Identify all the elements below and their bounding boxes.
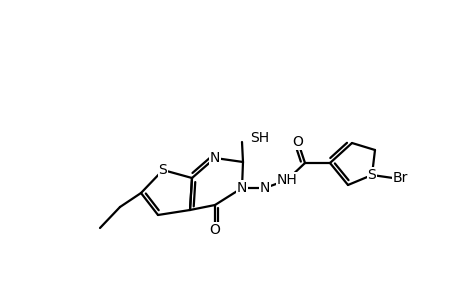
Text: S: S: [367, 168, 375, 182]
Text: S: S: [158, 163, 167, 177]
Text: O: O: [209, 223, 220, 237]
Text: SH: SH: [249, 131, 269, 145]
Text: N: N: [259, 181, 269, 195]
Text: N: N: [209, 151, 220, 165]
Text: NH: NH: [276, 173, 297, 187]
Text: N: N: [236, 181, 246, 195]
Text: Br: Br: [392, 171, 408, 185]
Text: O: O: [292, 135, 303, 149]
